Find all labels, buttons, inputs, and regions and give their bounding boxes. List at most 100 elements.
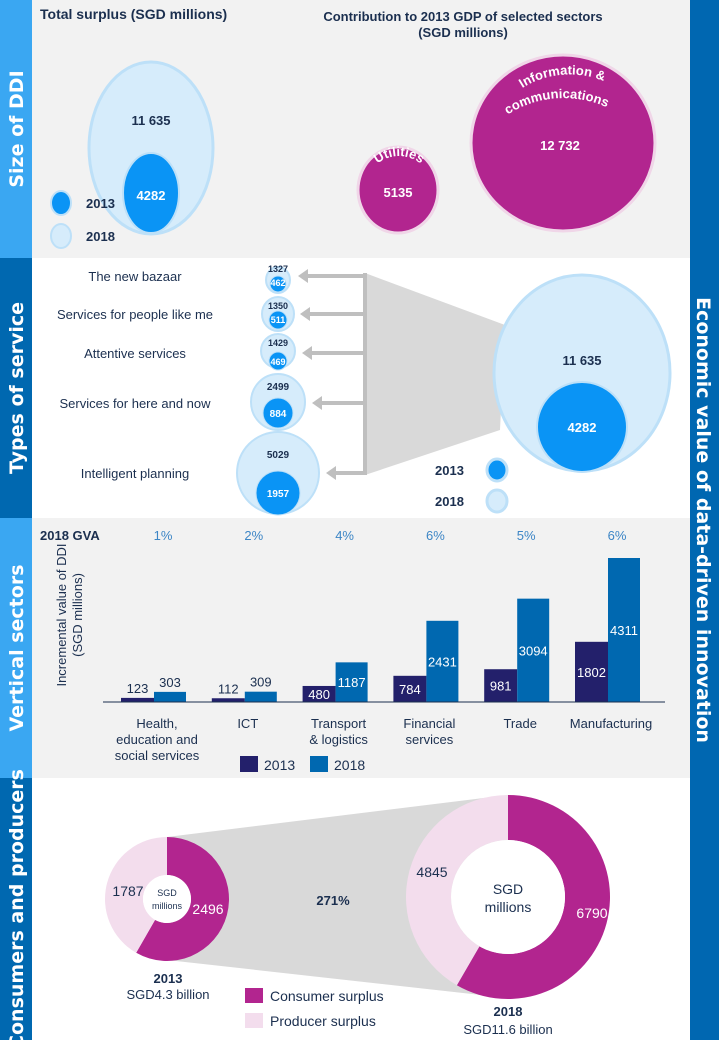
value-2013-label: 469 [270,357,285,367]
bar-value-label: 2431 [428,654,457,669]
bar-value-label: 309 [250,675,272,690]
donut-hole [143,875,191,923]
category-label: Trade [503,716,536,731]
producer-value-label: 4845 [416,864,447,880]
donut-charts: 2496 1787 SGD millions 6790 4845 SGD millions [105,795,610,999]
total-2018-label: 11 635 [131,113,170,128]
y-axis-label-line2: (SGD millions) [70,573,85,657]
side-label-right: Economic value of data-driven innovation [692,297,714,743]
donut-2013-year: 2013 [154,971,183,986]
utilities-value: 5135 [384,185,413,200]
gdp-title-line1: Contribution to 2013 GDP of selected sec… [323,9,602,24]
service-category-label: Services for here and now [59,396,211,411]
value-2018-label: 1350 [268,301,288,311]
legend-producer-label: Producer surplus [270,1013,376,1029]
bubble-2013-total [122,152,180,234]
bar-2013 [121,697,154,702]
bar-2013 [211,698,245,702]
gva-percent: 6% [608,528,627,543]
bar-2018 [335,662,368,702]
arrow-head-icon [298,269,308,283]
service-category-label: Attentive services [84,346,186,361]
side-label-vertical: Vertical sectors [6,564,28,731]
donut-2013-total: SGD4.3 billion [126,987,209,1002]
legend-2013-label: 2013 [86,196,115,211]
category-label: Financial [403,716,455,731]
category-label: Manufacturing [570,716,652,731]
bar-value-label: 4311 [610,623,638,638]
bar-value-label: 123 [127,681,149,696]
arrow-head-icon [300,307,310,321]
total-2013-label: 4282 [137,188,166,203]
bar-legend-2018-swatch [310,756,328,772]
donut-center-label: millions [485,899,532,915]
arrow-head-icon [312,396,322,410]
legend-2018-label: 2018 [86,229,115,244]
donut-slice-producer [105,837,167,953]
gdp-title-line2: (SGD millions) [418,25,508,40]
category-label: education and [116,732,198,747]
service-category-label: The new bazaar [88,269,182,284]
services-legend-2018-label: 2018 [435,494,464,509]
band-right [690,0,719,1040]
side-label-types: Types of service [6,302,28,474]
bar-value-label: 784 [399,682,421,697]
services-legend-2013-label: 2013 [435,463,464,478]
category-label: services [406,732,454,747]
bubble-utilities [356,145,440,235]
gva-percent: 6% [426,528,445,543]
band-size [0,0,32,258]
value-2018-label: 2499 [267,382,290,393]
utilities-name: Utilities [371,144,428,166]
info-comms-value: 12 732 [540,138,580,153]
legend-producer-swatch [245,1013,263,1028]
arrow-head-icon [302,346,312,360]
value-2013-label: 884 [270,409,287,420]
service-category-label: Intelligent planning [81,466,189,481]
bar-2018 [244,691,277,702]
donut-slice-producer [405,795,508,986]
consumer-value-label: 6790 [576,905,607,921]
category-label: & logistics [309,732,368,747]
bar-2018 [608,558,640,702]
producer-value-label: 1787 [112,883,143,899]
value-2018-label: 1429 [268,338,288,348]
bar-legend-2018-label: 2018 [334,757,365,773]
growth-label: 271% [316,893,350,908]
total-surplus-title: Total surplus (SGD millions) [40,6,227,22]
category-label: ICT [237,716,258,731]
donut-center-label: millions [152,901,183,911]
donut-slice-consumer [456,795,610,999]
category-label: Health, [136,716,177,731]
gva-header: 2018 GVA [40,528,100,543]
bar-value-label: 981 [490,679,512,694]
value-2013-label: 1957 [267,489,290,500]
service-category-label: Services for people like me [57,307,213,322]
bar-2018 [154,691,186,702]
consumer-value-label: 2496 [192,901,223,917]
bar-value-label: 112 [218,681,239,696]
bar-2013 [575,641,608,702]
services-total-2013: 4282 [568,420,597,435]
gva-percent: 2% [244,528,263,543]
arrow-head-icon [326,466,336,480]
bubble-2013 [269,275,287,293]
bar-2013 [484,669,518,702]
value-2013-label: 462 [270,278,285,288]
donut-center-label: SGD [493,881,523,897]
services-total-2018: 11 635 [562,353,601,368]
donut-center-label: SGD [157,888,177,898]
legend-consumer-label: Consumer surplus [270,988,384,1004]
zoom-funnel-services [365,273,505,475]
bar-value-label: 303 [159,675,181,690]
bar-2018 [517,598,550,702]
band-types [0,258,32,518]
bar-value-label: 480 [308,687,330,702]
legend-2018-swatch [50,223,72,249]
bar-value-label: 1187 [338,675,366,690]
bubble-2013 [262,397,294,429]
value-2013-label: 511 [271,315,286,325]
